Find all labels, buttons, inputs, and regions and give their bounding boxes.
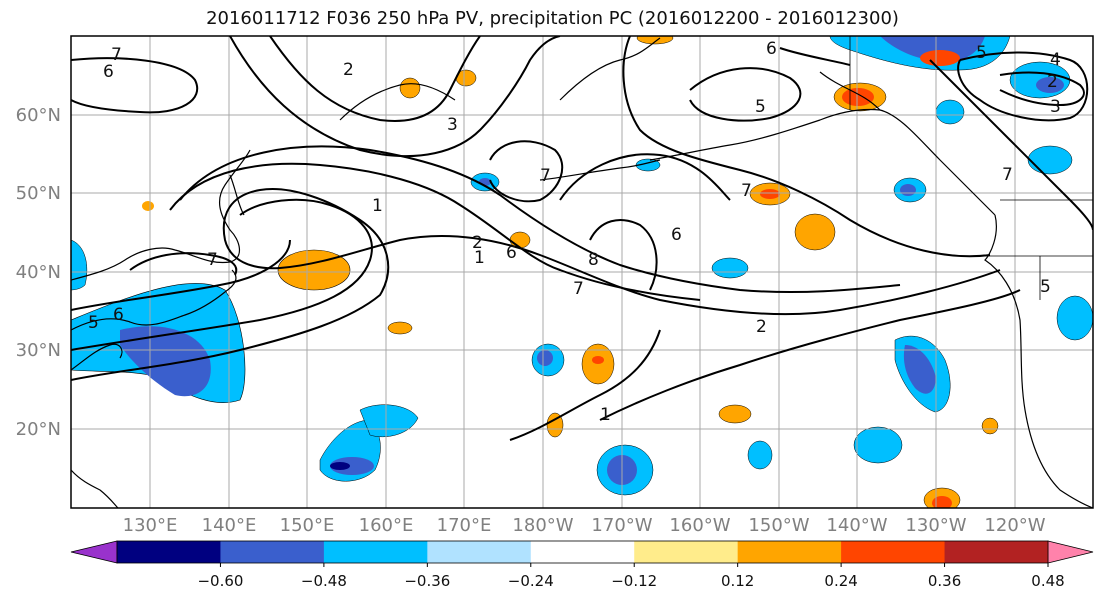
contour-label: 8 [588,250,599,270]
contour-label: 1 [372,196,383,216]
contour-label: 2 [1047,72,1058,92]
colorbar-tick-label: 0.12 [721,572,754,590]
lon-tick-label: 150°E [280,515,335,536]
contour-label: 7 [540,166,551,186]
contour-label: 6 [506,243,517,263]
lat-tick-label: 50°N [16,183,61,204]
contour-label: 6 [766,39,777,59]
contour-label: 2 [472,233,483,253]
lat-tick-label: 20°N [16,419,61,440]
contour-label: 5 [976,43,987,63]
colorbar-segment [530,541,635,563]
colorbar-tick-label: 0.36 [928,572,961,590]
contour-label: 6 [103,62,114,82]
lat-tick-label: 30°N [16,340,61,361]
lat-tick-label: 60°N [16,105,61,126]
colorbar-segment [427,541,532,563]
coastlines [71,37,1093,508]
contour-label: 2 [343,60,354,80]
contour-labels: 7 6 2 3 1 6 5 7 4 2 3 5 7 1 2 6 6 7 8 2 … [88,39,1061,425]
contour-label: 1 [474,248,485,268]
colorbar-segment [117,541,221,563]
lat-tick-label: 40°N [16,262,61,283]
colorbar-tick-label: −0.24 [508,572,554,590]
contour-label: 6 [113,305,124,325]
pv-contours [71,36,1093,441]
contour-label: 5 [88,313,99,333]
colorbar-extend-left [70,540,118,564]
map-border [70,35,1094,509]
lon-tick-label: 170°E [437,515,492,536]
lon-tick-label: 160°E [359,515,414,536]
colorbar-border [116,540,1049,564]
colorbar-segment [323,541,428,563]
colorbar-tick-label: −0.48 [301,572,347,590]
colorbar: −0.60 −0.48 −0.36 −0.24 −0.12 0.12 0.24 0.36 0.4… [70,540,1094,590]
colorbar-segment [220,541,325,563]
lon-tick-label: 150°W [748,515,809,536]
lon-axis-labels: 130°E 140°E 150°E 160°E 170°E 180°W 170°… [123,515,1046,536]
contour-label: 5 [755,97,766,117]
contour-label: 3 [447,115,458,135]
colorbar-tick-label: 0.24 [824,572,857,590]
colorbar-segment [634,541,739,563]
contour-label: 7 [741,181,752,201]
contour-label: 6 [671,225,682,245]
lon-tick-label: 180°W [512,515,573,536]
lon-tick-label: 130°W [905,515,966,536]
contour-label: 7 [1002,165,1013,185]
colorbar-tick-label: −0.60 [197,572,243,590]
colorbar-tick-label: −0.36 [404,572,450,590]
colorbar-tick-label: 0.48 [1031,572,1064,590]
lon-tick-label: 170°W [591,515,652,536]
colorbar-segment [944,541,1049,563]
lon-tick-label: 140°W [826,515,887,536]
lat-axis-labels: 60°N 50°N 40°N 30°N 20°N [16,105,61,440]
contour-label: 7 [573,279,584,299]
contour-label: 1 [600,405,611,425]
contour-label: 7 [111,45,122,65]
map-title: 2016011712 F036 250 hPa PV, precipitatio… [206,8,899,29]
lon-tick-label: 120°W [984,515,1045,536]
colorbar-segment [737,541,842,563]
colorbar-extend-right [1047,540,1094,564]
contour-label: 3 [1050,97,1061,117]
colorbar-tick-label: −0.12 [611,572,657,590]
contour-label: 4 [1050,50,1061,70]
contour-label: 5 [1040,277,1051,297]
lon-tick-label: 130°E [123,515,178,536]
contour-label: 2 [756,317,767,337]
colorbar-segment [841,541,946,563]
lon-tick-label: 160°W [669,515,730,536]
political-boundaries [849,36,1093,300]
lon-tick-label: 140°E [202,515,257,536]
contour-label: 7 [207,250,218,270]
